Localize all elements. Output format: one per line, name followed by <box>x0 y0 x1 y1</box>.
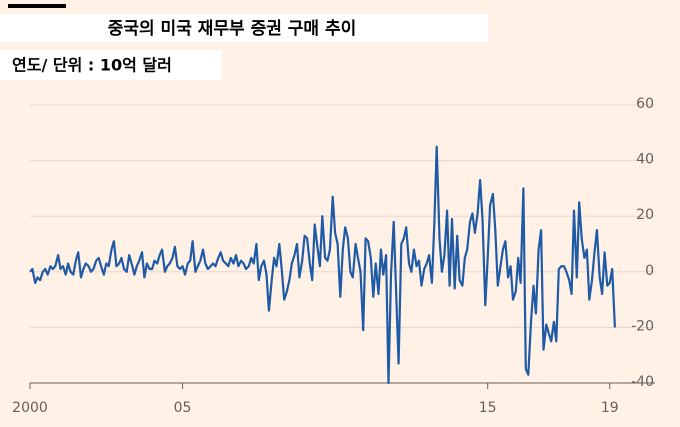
x-tick-label: 05 <box>174 400 192 416</box>
y-tick-label: -40 <box>631 374 654 390</box>
y-tick-label: 60 <box>636 96 654 112</box>
x-tick-label: 2000 <box>12 400 48 416</box>
subtitle-box <box>0 50 222 80</box>
y-tick-label: -20 <box>631 318 654 334</box>
chart-title: 중국의 미국 재무부 증권 구매 추이 <box>108 19 357 39</box>
x-tick-label: 15 <box>479 400 497 416</box>
y-tick-label: 40 <box>636 152 654 168</box>
chart-subtitle: 연도/ 단위 : 10억 달러 <box>12 56 172 75</box>
y-tick-label: 0 <box>645 263 654 279</box>
y-tick-label: 20 <box>636 207 654 223</box>
title-box <box>0 14 488 42</box>
x-tick-label: 19 <box>601 400 619 416</box>
data-line <box>29 145 616 385</box>
top-bar <box>8 4 66 8</box>
